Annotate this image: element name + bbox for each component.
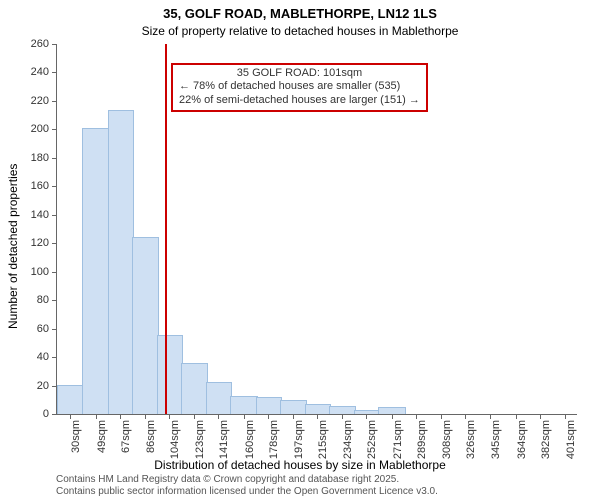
x-tick <box>465 414 466 419</box>
chart-container: 35, GOLF ROAD, MABLETHORPE, LN12 1LS Siz… <box>0 0 600 500</box>
reference-line <box>165 44 167 414</box>
x-tick <box>317 414 318 419</box>
y-tick-label: 240 <box>31 66 49 78</box>
y-tick-label: 40 <box>37 351 49 363</box>
histogram-bar <box>206 382 232 414</box>
x-tick <box>145 414 146 419</box>
plot-area: 02040608010012014016018020022024026030sq… <box>56 44 577 415</box>
x-tick <box>416 414 417 419</box>
chart-title: 35, GOLF ROAD, MABLETHORPE, LN12 1LS <box>0 6 600 21</box>
x-tick-label: 345sqm <box>490 420 502 459</box>
x-tick-label: 364sqm <box>516 420 528 459</box>
x-axis-label: Distribution of detached houses by size … <box>0 458 600 472</box>
annotation-line-3: 22% of semi-detached houses are larger (… <box>179 94 420 108</box>
y-tick-label: 60 <box>37 323 49 335</box>
y-tick <box>52 72 57 73</box>
y-tick-label: 200 <box>31 123 49 135</box>
y-tick <box>52 357 57 358</box>
x-tick-label: 30sqm <box>70 420 82 453</box>
y-tick <box>52 414 57 415</box>
x-tick <box>194 414 195 419</box>
x-tick-label: 49sqm <box>96 420 108 453</box>
x-tick <box>120 414 121 419</box>
annotation-box: 35 GOLF ROAD: 101sqm ← 78% of detached h… <box>171 63 428 112</box>
x-tick-label: 308sqm <box>441 420 453 459</box>
x-tick-label: 104sqm <box>169 420 181 459</box>
x-tick-label: 67sqm <box>120 420 132 453</box>
y-tick <box>52 129 57 130</box>
attribution: Contains HM Land Registry data © Crown c… <box>56 474 438 498</box>
x-tick-label: 123sqm <box>194 420 206 459</box>
x-tick <box>70 414 71 419</box>
histogram-bar <box>329 406 356 414</box>
y-tick-label: 120 <box>31 237 49 249</box>
y-tick <box>52 186 57 187</box>
x-tick <box>490 414 491 419</box>
x-tick <box>565 414 566 419</box>
histogram-bar <box>256 397 282 414</box>
x-tick <box>293 414 294 419</box>
x-tick <box>441 414 442 419</box>
histogram-bar <box>378 407 405 414</box>
x-tick <box>268 414 269 419</box>
y-tick <box>52 158 57 159</box>
y-tick-label: 140 <box>31 209 49 221</box>
histogram-bar <box>157 335 183 414</box>
y-axis-label: Number of detached properties <box>6 164 20 329</box>
x-tick <box>96 414 97 419</box>
x-tick-label: 326sqm <box>465 420 477 459</box>
annotation-line-1: 35 GOLF ROAD: 101sqm <box>179 67 420 81</box>
histogram-bar <box>181 363 208 414</box>
x-tick <box>169 414 170 419</box>
x-tick <box>218 414 219 419</box>
y-tick <box>52 101 57 102</box>
histogram-bar <box>108 110 134 414</box>
x-tick-label: 382sqm <box>540 420 552 459</box>
x-tick-label: 252sqm <box>366 420 378 459</box>
y-tick-label: 260 <box>31 38 49 50</box>
x-tick-label: 178sqm <box>268 420 280 459</box>
x-tick-label: 271sqm <box>392 420 404 459</box>
y-tick-label: 80 <box>37 294 49 306</box>
y-tick-label: 20 <box>37 380 49 392</box>
x-tick <box>392 414 393 419</box>
x-tick-label: 86sqm <box>145 420 157 453</box>
x-tick-label: 401sqm <box>565 420 577 459</box>
y-tick <box>52 300 57 301</box>
y-tick <box>52 215 57 216</box>
attribution-line-2: Contains public sector information licen… <box>56 486 438 498</box>
histogram-bar <box>230 396 257 414</box>
x-tick-label: 141sqm <box>218 420 230 459</box>
x-tick <box>342 414 343 419</box>
y-tick-label: 0 <box>43 408 49 420</box>
attribution-line-1: Contains HM Land Registry data © Crown c… <box>56 474 438 486</box>
histogram-bar <box>305 404 331 414</box>
x-tick <box>244 414 245 419</box>
y-tick-label: 160 <box>31 180 49 192</box>
x-tick-label: 234sqm <box>342 420 354 459</box>
x-tick-label: 215sqm <box>317 420 329 459</box>
y-tick <box>52 44 57 45</box>
y-tick-label: 220 <box>31 95 49 107</box>
x-tick-label: 289sqm <box>416 420 428 459</box>
histogram-bar <box>57 385 84 414</box>
y-tick <box>52 329 57 330</box>
y-tick-label: 100 <box>31 266 49 278</box>
x-tick-label: 160sqm <box>244 420 256 459</box>
x-tick <box>516 414 517 419</box>
histogram-bar <box>354 410 380 414</box>
x-tick <box>366 414 367 419</box>
histogram-bar <box>280 400 307 414</box>
chart-subtitle: Size of property relative to detached ho… <box>0 24 600 38</box>
histogram-bar <box>132 237 159 414</box>
y-tick-label: 180 <box>31 152 49 164</box>
y-tick <box>52 243 57 244</box>
histogram-bar <box>82 128 109 414</box>
x-tick <box>540 414 541 419</box>
x-tick-label: 197sqm <box>293 420 305 459</box>
annotation-line-2: ← 78% of detached houses are smaller (53… <box>179 80 420 94</box>
y-tick <box>52 272 57 273</box>
